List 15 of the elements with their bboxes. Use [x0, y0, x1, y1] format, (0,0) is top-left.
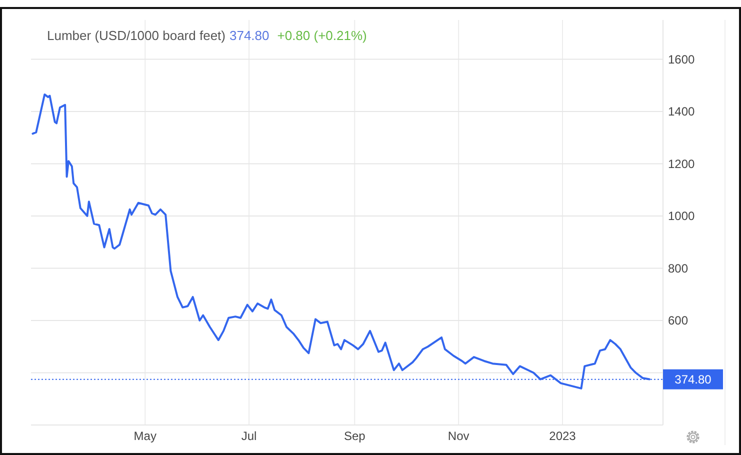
x-tick-label: May: [134, 429, 156, 443]
y-tick-label: 1600: [668, 52, 696, 66]
text: Lumber (USD/1000 board feet): [47, 28, 226, 43]
y-tick-label: 1000: [668, 209, 696, 224]
annotation: 374.80: [229, 28, 270, 43]
x-tick-label: Nov: [448, 429, 470, 443]
ref-line-label: 374.80: [674, 372, 712, 387]
y-tick-label: 1200: [668, 156, 696, 171]
x-tick-label: Sep: [344, 429, 366, 443]
y-tick-label: 1400: [668, 104, 696, 119]
y-tick-label: 800: [668, 261, 688, 276]
y-tick-label: 600: [668, 314, 688, 328]
annotation: +0.80 (+0.21%): [277, 28, 367, 43]
x-tick-label: Jul: [241, 429, 257, 443]
x-tick-label: 2023: [549, 429, 576, 443]
